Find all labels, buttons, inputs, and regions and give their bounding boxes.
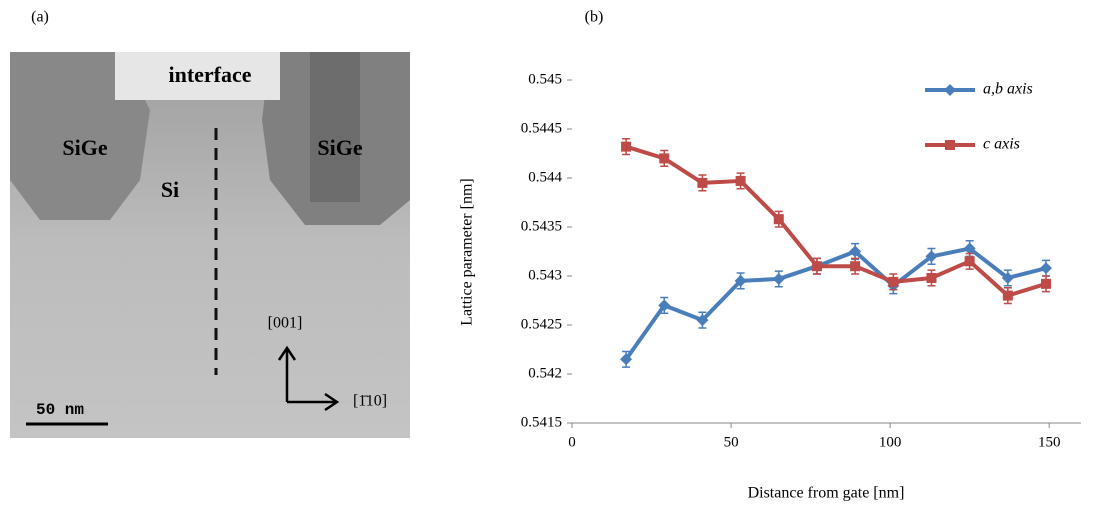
data-point	[925, 250, 938, 263]
panel-label: (b)	[585, 9, 604, 26]
data-point	[1041, 278, 1052, 289]
x-axis-title: Distance from gate [nm]	[748, 485, 905, 502]
data-point	[811, 261, 822, 272]
y-tick-label: 0.5425	[521, 316, 562, 332]
legend-marker	[944, 84, 956, 96]
panel-label: (a)	[31, 9, 49, 26]
data-point	[772, 272, 785, 285]
data-point	[850, 261, 861, 272]
data-point	[620, 353, 633, 366]
data-point	[735, 175, 746, 186]
data-point	[926, 272, 937, 283]
data-point	[773, 214, 784, 225]
data-point	[696, 314, 709, 327]
data-point	[658, 299, 671, 312]
data-point	[964, 256, 975, 267]
data-point	[963, 242, 976, 255]
data-point	[849, 245, 862, 258]
data-point	[697, 177, 708, 188]
data-point	[734, 274, 747, 287]
image-label: SiGe	[62, 135, 107, 160]
image-label: [001]	[268, 315, 303, 332]
axis-arrows	[277, 345, 340, 412]
x-tick-label: 100	[879, 434, 902, 450]
x-tick-label: 0	[568, 434, 576, 450]
gate	[115, 52, 280, 100]
y-tick-label: 0.542	[528, 365, 562, 381]
data-point	[659, 153, 670, 164]
data-point	[621, 141, 632, 152]
image-label: Si	[161, 177, 179, 202]
data-point	[1040, 262, 1053, 275]
micrograph: interface SiGe Si SiGe [001] [1̄10] 50 n…	[10, 52, 410, 438]
image-label: interface	[168, 62, 251, 87]
x-tick-label: 50	[724, 434, 739, 450]
data-point	[1002, 290, 1013, 301]
legend-marker	[945, 140, 955, 150]
y-tick-label: 0.544	[528, 169, 562, 185]
dark-column	[310, 52, 360, 202]
data-point	[1001, 271, 1014, 284]
scale-bar-label: 50 nm	[36, 401, 84, 419]
data-point	[888, 276, 899, 287]
series-line	[625, 144, 1047, 298]
image-label: [1̄10]	[353, 393, 387, 410]
legend-label: a,b axis	[983, 81, 1033, 98]
y-tick-label: 0.5415	[521, 414, 562, 430]
x-tick-label: 150	[1038, 434, 1061, 450]
image-label: SiGe	[317, 135, 362, 160]
y-axis-title: Lattice parameter [nm]	[459, 178, 476, 325]
y-tick-label: 0.5445	[521, 120, 562, 136]
y-tick-label: 0.543	[528, 267, 562, 283]
legend-label: c axis	[983, 136, 1020, 153]
series-line	[624, 246, 1047, 361]
y-tick-label: 0.545	[528, 71, 562, 87]
y-tick-label: 0.5435	[521, 218, 562, 234]
